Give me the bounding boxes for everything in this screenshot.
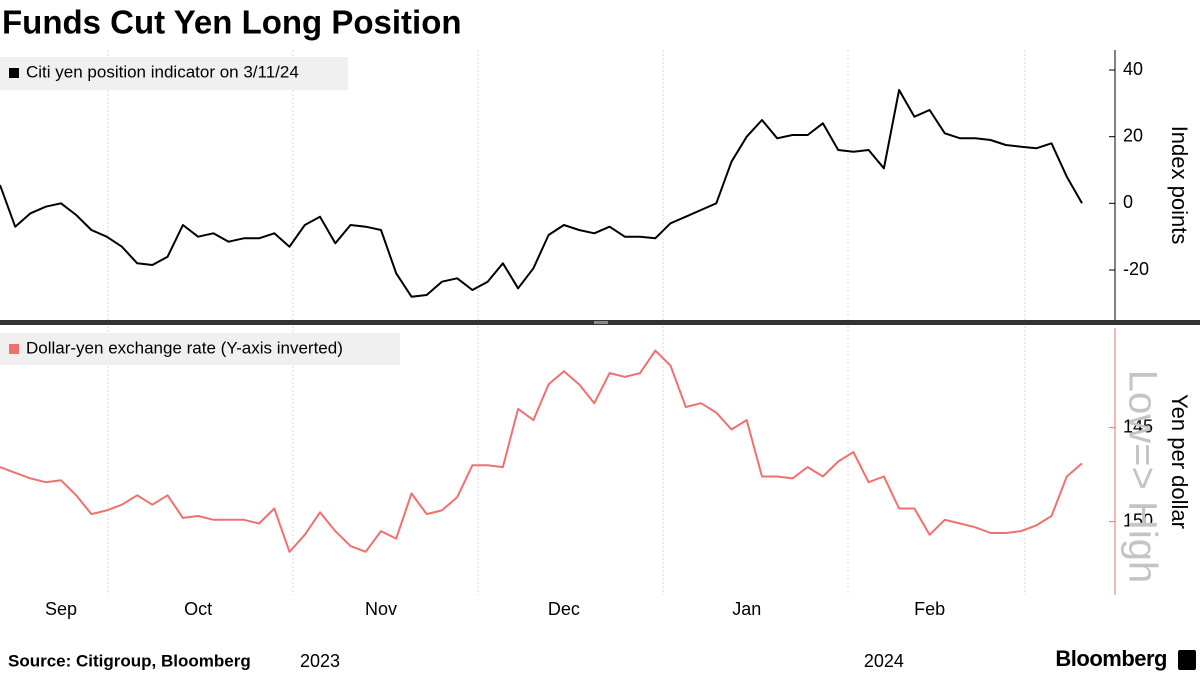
legend-swatch (9, 68, 19, 78)
source-note: Source: Citigroup, Bloomberg (8, 651, 251, 670)
x-tick-label: Feb (914, 599, 945, 619)
x-year-label: 2023 (300, 651, 340, 671)
divider-handle (594, 321, 608, 324)
legend-box (0, 333, 400, 365)
y-axis-label: Yen per dollar (1167, 394, 1192, 529)
x-tick-label: Jan (732, 599, 761, 619)
legend-label: Citi yen position indicator on 3/11/24 (26, 62, 299, 81)
y-tick-label: 40 (1123, 59, 1143, 79)
legend-box (0, 57, 348, 90)
x-tick-label: Oct (184, 599, 212, 619)
brand-icon (1178, 650, 1196, 670)
y-tick-label: -20 (1123, 259, 1149, 279)
y-axis-label: Index points (1167, 126, 1192, 245)
y-tick-label: 145 (1123, 416, 1153, 436)
x-tick-label: Dec (548, 599, 580, 619)
legend-swatch (9, 344, 19, 354)
annotation: Low=> High (1120, 370, 1164, 583)
data-line (0, 89, 1083, 298)
x-tick-label: Nov (365, 599, 397, 619)
x-year-label: 2024 (864, 651, 904, 671)
chart-title: Funds Cut Yen Long Position (2, 4, 462, 41)
legend-label: Dollar-yen exchange rate (Y-axis inverte… (26, 338, 343, 357)
y-tick-label: 150 (1123, 510, 1153, 530)
brand-logo: Bloomberg (1055, 646, 1167, 671)
x-tick-label: Sep (45, 599, 77, 619)
y-tick-label: 20 (1123, 125, 1143, 145)
y-tick-label: 0 (1123, 192, 1133, 212)
data-line (0, 349, 1083, 553)
